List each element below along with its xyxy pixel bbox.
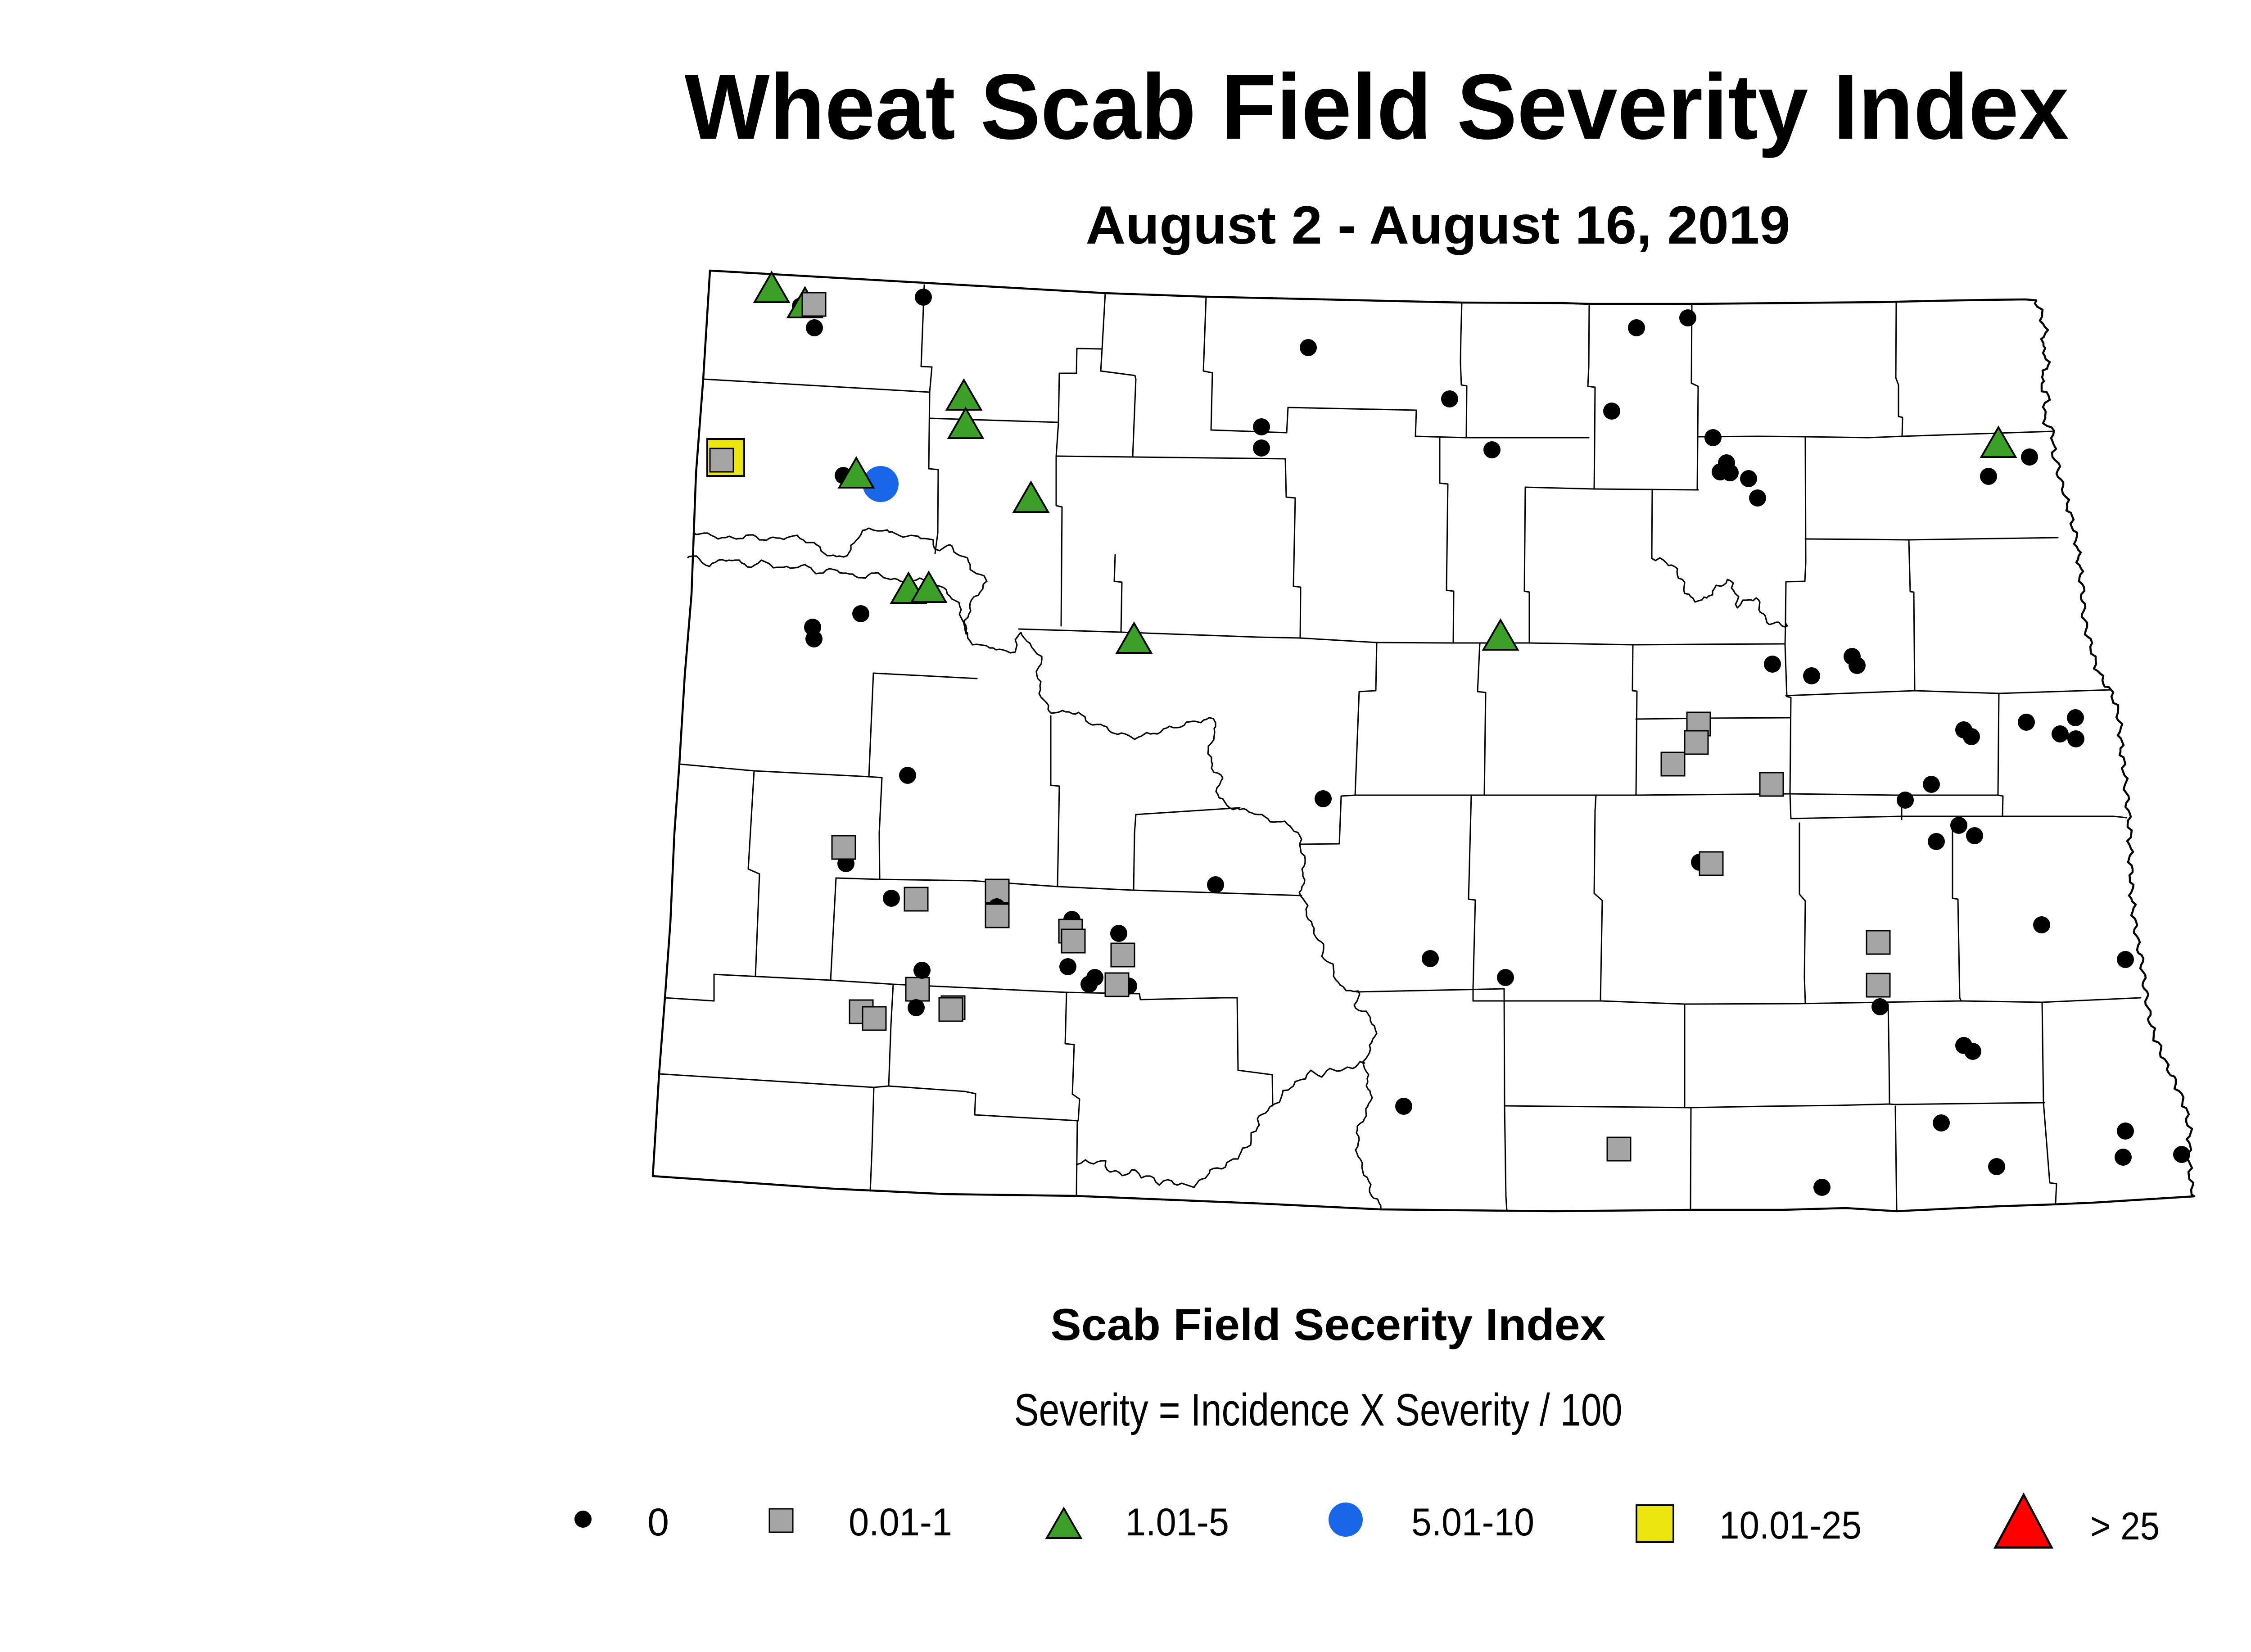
svg-text:0.01-1: 0.01-1 [849,1501,952,1544]
svg-text:Wheat Scab Field Severity Inde: Wheat Scab Field Severity Index [685,55,2069,158]
svg-text:Severity = Incidence X Severit: Severity = Incidence X Severity / 100 [1014,1385,1623,1435]
svg-text:1.01-5: 1.01-5 [1126,1501,1229,1544]
svg-text:Scab Field Secerity Index: Scab Field Secerity Index [1051,1299,1606,1349]
svg-text:> 25: > 25 [2090,1505,2160,1548]
svg-text:0: 0 [647,1501,669,1544]
svg-text:5.01-10: 5.01-10 [1411,1501,1534,1544]
svg-text:10.01-25: 10.01-25 [1719,1504,1862,1547]
svg-text:August 2 - August 16, 2019: August 2 - August 16, 2019 [1086,195,1790,255]
